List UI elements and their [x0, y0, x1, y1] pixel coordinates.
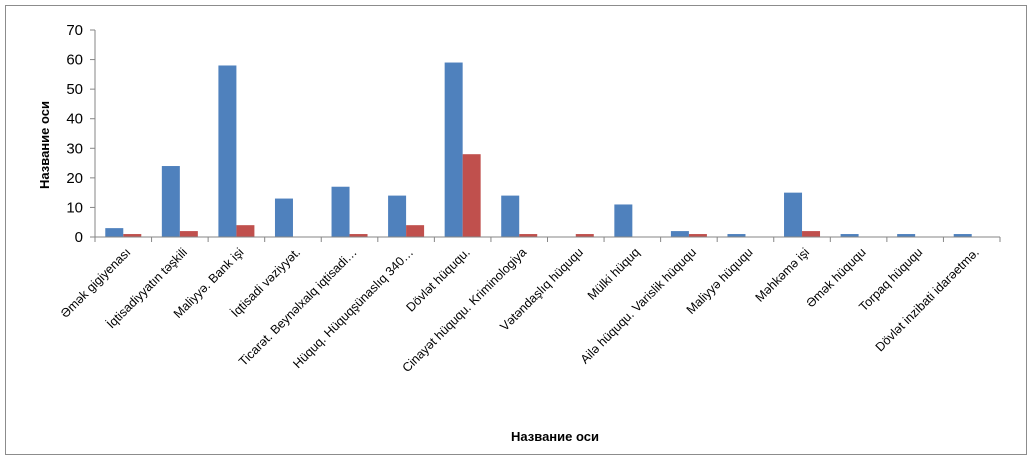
y-tick-label: 10	[66, 199, 83, 216]
bar-series1-11	[727, 234, 746, 237]
x-tick-label: Məhkəmə işi	[753, 245, 813, 305]
axes-group	[90, 29, 1001, 242]
bar-series1-6	[444, 62, 463, 238]
bar-series1-1	[161, 166, 180, 237]
x-tick-label: Dövlət inzibati idarəetmə.	[873, 245, 982, 354]
bar-series2-2	[236, 225, 255, 237]
y-tick-label: 70	[66, 22, 83, 39]
bar-series2-12	[802, 231, 821, 237]
bar-series1-4	[331, 186, 350, 237]
y-tick-label: 30	[66, 140, 83, 157]
bar-series2-7	[519, 234, 538, 237]
bar-series1-0	[105, 228, 124, 237]
bar-series1-13	[840, 234, 859, 237]
bars-group	[105, 62, 972, 238]
bar-series2-4	[349, 234, 368, 237]
bar-series2-5	[406, 225, 425, 237]
bar-series1-3	[274, 198, 293, 237]
x-tick-label: Ticarət. Beynəlxalq iqtisadi…	[236, 245, 360, 369]
bar-series1-7	[501, 195, 520, 237]
bar-series1-2	[218, 65, 237, 237]
x-tick-label: Mülki hüquq	[585, 245, 643, 303]
y-tick-label: 50	[66, 81, 83, 98]
bar-series2-6	[462, 154, 481, 237]
x-axis-title: Название оси	[511, 429, 599, 444]
x-tick-label: Hüquq. Hüquqşünaslıq 340…	[290, 245, 416, 371]
bar-series2-10	[688, 234, 707, 237]
bar-series1-14	[897, 234, 916, 237]
bar-series1-9	[614, 204, 633, 237]
x-tick-label: Ailə hüququ. Varislik hüququ	[578, 245, 699, 366]
y-axis-title: Название оси	[37, 101, 52, 189]
bar-series2-0	[123, 234, 142, 237]
bar-series2-8	[575, 234, 594, 237]
bar-series1-10	[670, 231, 689, 237]
y-tick-label: 40	[66, 111, 83, 128]
y-tick-label: 20	[66, 170, 83, 187]
y-tick-label: 60	[66, 52, 83, 69]
y-tick-label: 0	[75, 229, 83, 246]
bar-series1-15	[953, 234, 972, 237]
bar-series1-5	[388, 195, 407, 237]
bar-series2-1	[179, 231, 198, 237]
y-tick-labels: 0 10 20 30 40 50 60 70	[66, 22, 83, 246]
bar-series1-12	[784, 192, 803, 237]
